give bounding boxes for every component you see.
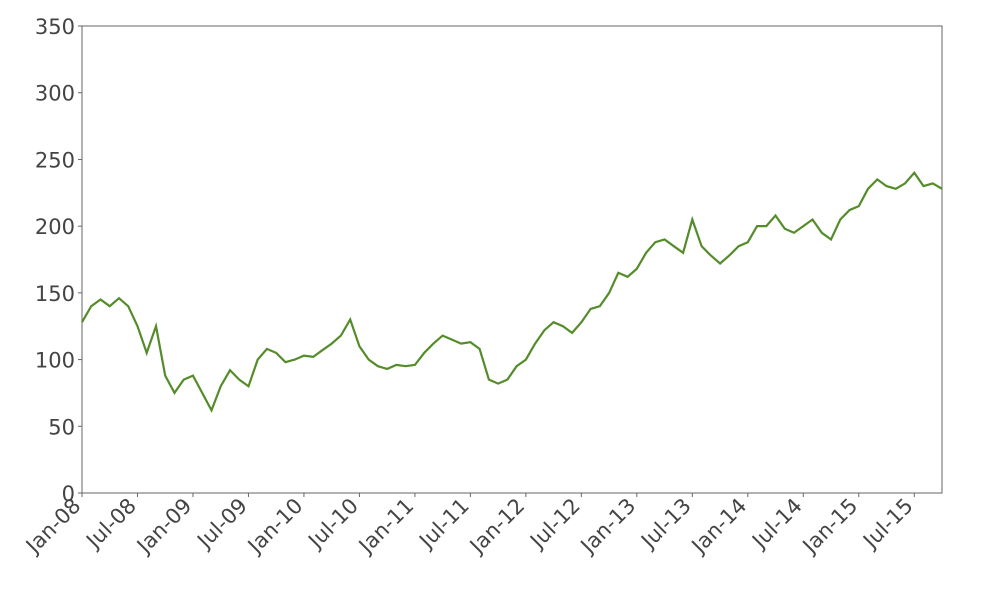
x-tick-label: Jan-10: [242, 494, 308, 560]
x-tick-label: Jul-14: [746, 494, 807, 555]
x-tick-label: Jul-10: [302, 494, 363, 555]
x-tick-label: Jul-13: [635, 494, 696, 555]
x-tick-label: Jan-08: [20, 494, 86, 560]
y-tick-label: 0: [62, 482, 75, 506]
x-tick-label: Jul-09: [191, 494, 252, 555]
y-tick-label: 200: [35, 215, 75, 239]
plot-frame: [81, 25, 943, 494]
x-tick-label: Jan-15: [797, 494, 863, 560]
x-tick-label: Jul-08: [80, 494, 141, 555]
x-tick-label: Jul-15: [857, 494, 918, 555]
x-tick-label: Jul-11: [413, 494, 474, 555]
y-tick-label: 150: [35, 282, 75, 306]
y-tick-label: 350: [35, 15, 75, 39]
y-tick-label: 100: [35, 349, 75, 373]
data-line: [81, 171, 943, 413]
x-tick-label: Jan-09: [131, 494, 197, 560]
y-tick-label: 50: [48, 415, 75, 439]
x-tick-label: Jan-14: [686, 494, 752, 560]
x-tick-label: Jan-11: [353, 494, 419, 560]
x-tick-label: Jan-12: [464, 494, 530, 560]
x-tick-label: Jan-13: [575, 494, 641, 560]
y-tick-label: 250: [35, 148, 75, 172]
x-tick-label: Jul-12: [524, 494, 585, 555]
y-tick-label: 300: [35, 82, 75, 106]
